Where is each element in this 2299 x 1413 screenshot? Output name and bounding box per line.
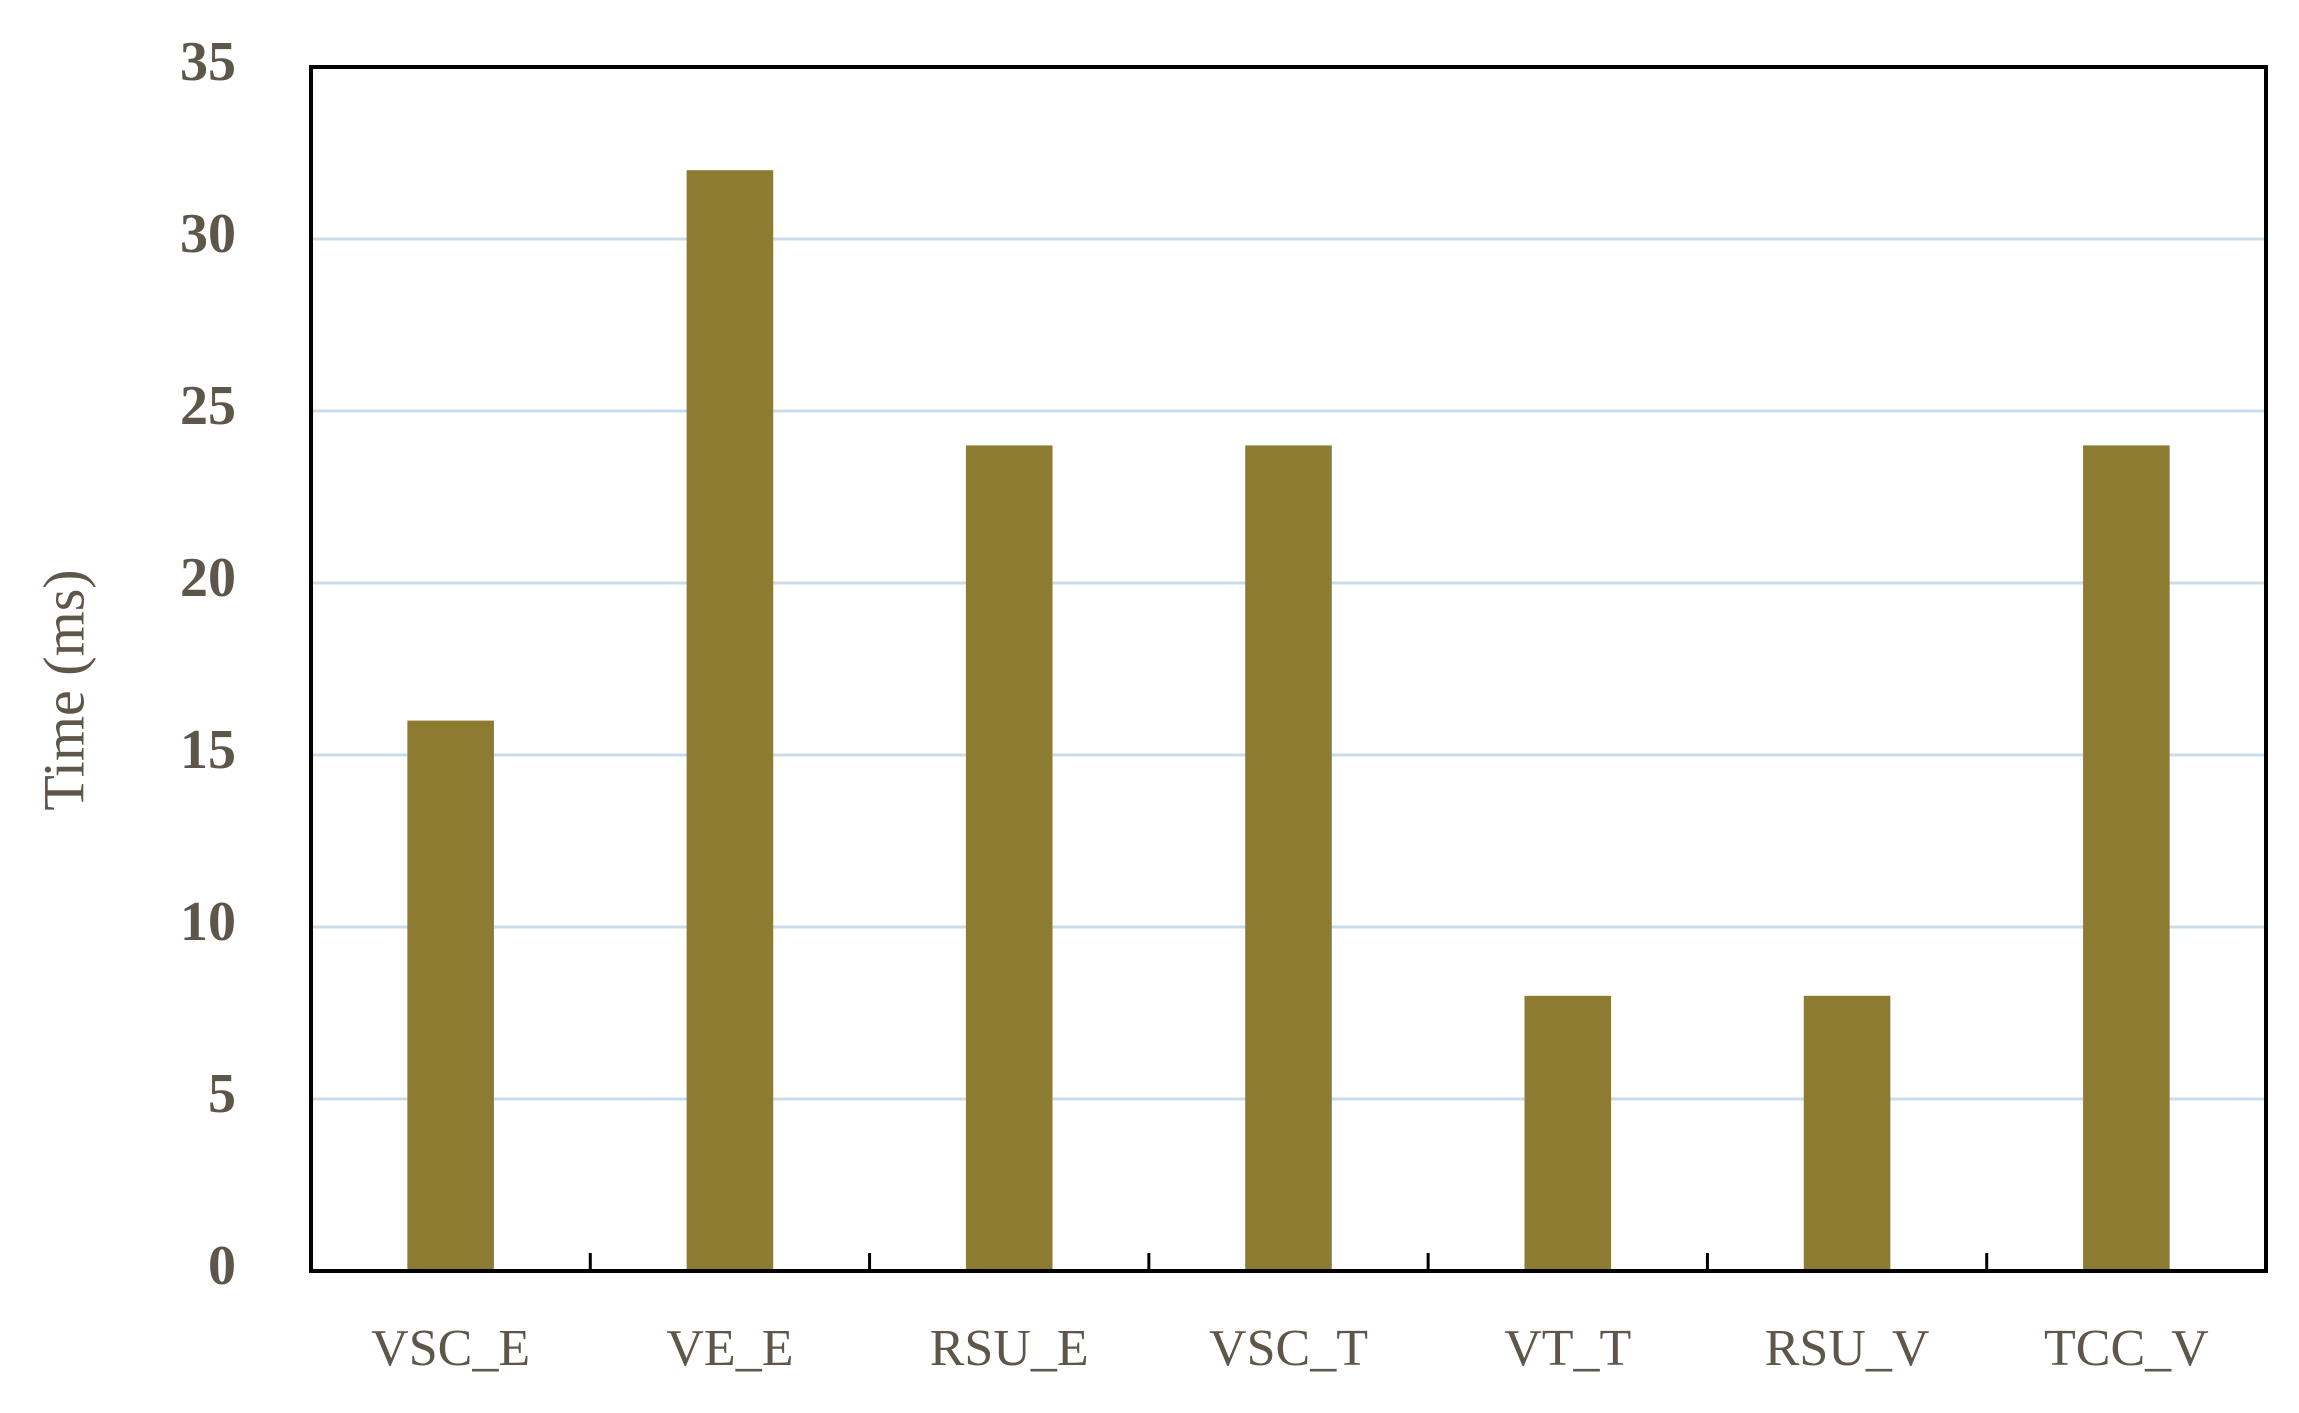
- y-tick-label: 25: [180, 375, 236, 437]
- x-tick-label: RSU_E: [930, 1320, 1089, 1377]
- y-tick-label: 35: [180, 31, 236, 93]
- y-tick-label: 5: [208, 1063, 236, 1125]
- bar: [1245, 445, 1332, 1271]
- x-tick-label: VSC_T: [1209, 1320, 1368, 1377]
- bar: [1803, 995, 1891, 1271]
- y-tick-label: 10: [180, 891, 236, 953]
- y-tick-label: 0: [208, 1235, 236, 1297]
- y-tick-label: 30: [180, 203, 236, 265]
- bar: [1524, 995, 1612, 1271]
- x-tick-label: VSC_E: [371, 1320, 530, 1377]
- bar: [686, 170, 774, 1272]
- bar: [407, 720, 494, 1271]
- y-tick-label: 15: [180, 719, 236, 781]
- plot-frame: [309, 65, 2268, 1273]
- x-tick-label: VT_T: [1504, 1320, 1631, 1377]
- x-tick-label: TCC_V: [2044, 1320, 2209, 1377]
- x-tick-label: VE_E: [666, 1320, 793, 1377]
- y-tick-label: 20: [180, 547, 236, 609]
- bar: [2083, 445, 2170, 1271]
- y-axis-label: Time (ms): [31, 569, 96, 810]
- x-tick-label: RSU_V: [1765, 1320, 1930, 1377]
- bar: [965, 445, 1053, 1271]
